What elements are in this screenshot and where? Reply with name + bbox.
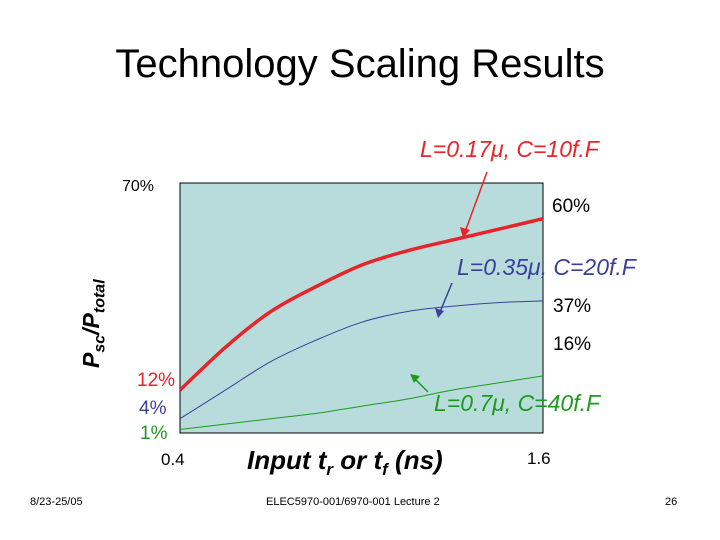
arrow-red-head [460, 227, 470, 238]
footer-date: 8/23-25/05 [30, 496, 83, 508]
series-blue-end-label: 37% [553, 296, 592, 317]
arrow-blue-head [435, 308, 444, 318]
y-tick-label-top: 70% [122, 178, 155, 195]
series-green-end-label: 16% [553, 334, 592, 355]
series-red-annotation: L=0.17μ, C=10f.F [420, 136, 599, 162]
series-green-start-label: 1% [140, 423, 168, 444]
x-tick-label-right: 1.6 [527, 449, 551, 468]
y-axis-label: Psc/Ptotal [78, 279, 109, 368]
series-line-2 [179, 375, 544, 430]
arrow-green [413, 377, 429, 393]
series-green-annotation: L=0.7μ, C=40f.F [434, 390, 601, 416]
series-red-start-label: 12% [137, 370, 176, 391]
arrow-green-head [410, 374, 420, 383]
plot-area [179, 182, 544, 434]
series-red-end-label: 60% [552, 196, 591, 217]
series-line-1 [179, 300, 544, 420]
series-blue-start-label: 4% [139, 398, 167, 419]
x-tick-label-left: 0.4 [161, 450, 185, 469]
arrow-red [464, 171, 488, 233]
x-axis-label: Input tr or tf (ns) [247, 445, 443, 480]
slide-title: Technology Scaling Results [115, 42, 605, 86]
page-number: 26 [665, 496, 678, 508]
arrow-blue [439, 282, 453, 313]
footer-lecture: ELEC5970-001/6970-001 Lecture 2 [266, 496, 440, 508]
series-line-0 [178, 216, 544, 392]
series-blue-annotation: L=0.35μ, C=20f.F [457, 254, 636, 280]
